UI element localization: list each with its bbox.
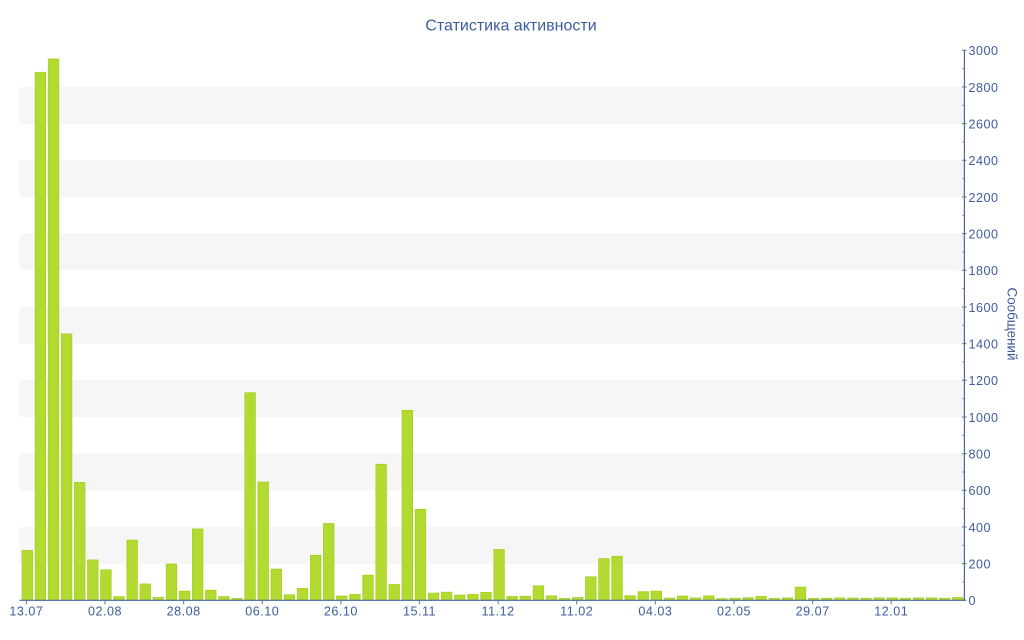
- svg-text:29.07: 29.07: [796, 605, 830, 619]
- svg-text:11.02: 11.02: [560, 605, 593, 619]
- svg-text:1600: 1600: [969, 301, 999, 315]
- svg-text:06.10: 06.10: [245, 605, 279, 619]
- svg-text:400: 400: [969, 521, 992, 535]
- svg-text:1200: 1200: [969, 374, 999, 388]
- svg-text:3000: 3000: [969, 44, 999, 58]
- svg-text:13.07: 13.07: [9, 605, 43, 619]
- svg-text:0: 0: [969, 594, 977, 608]
- svg-text:2400: 2400: [969, 154, 999, 168]
- svg-text:600: 600: [969, 484, 992, 498]
- svg-text:15.11: 15.11: [403, 605, 436, 619]
- svg-text:1400: 1400: [969, 337, 999, 351]
- svg-text:200: 200: [969, 557, 992, 571]
- svg-text:02.05: 02.05: [717, 605, 751, 619]
- svg-text:2200: 2200: [969, 191, 999, 205]
- svg-text:2000: 2000: [969, 227, 999, 241]
- svg-text:2600: 2600: [969, 117, 999, 131]
- svg-text:12.01: 12.01: [874, 605, 908, 619]
- svg-text:26.10: 26.10: [324, 605, 358, 619]
- svg-text:Сообщений: Сообщений: [1005, 288, 1020, 361]
- svg-text:28.08: 28.08: [167, 605, 201, 619]
- svg-text:2800: 2800: [969, 81, 999, 95]
- svg-text:02.08: 02.08: [88, 605, 122, 619]
- svg-text:800: 800: [969, 447, 992, 461]
- svg-text:04.03: 04.03: [638, 605, 672, 619]
- svg-text:1800: 1800: [969, 264, 999, 278]
- svg-text:11.12: 11.12: [482, 605, 515, 619]
- svg-text:Статистика активности: Статистика активности: [425, 18, 596, 35]
- svg-text:1000: 1000: [969, 411, 999, 425]
